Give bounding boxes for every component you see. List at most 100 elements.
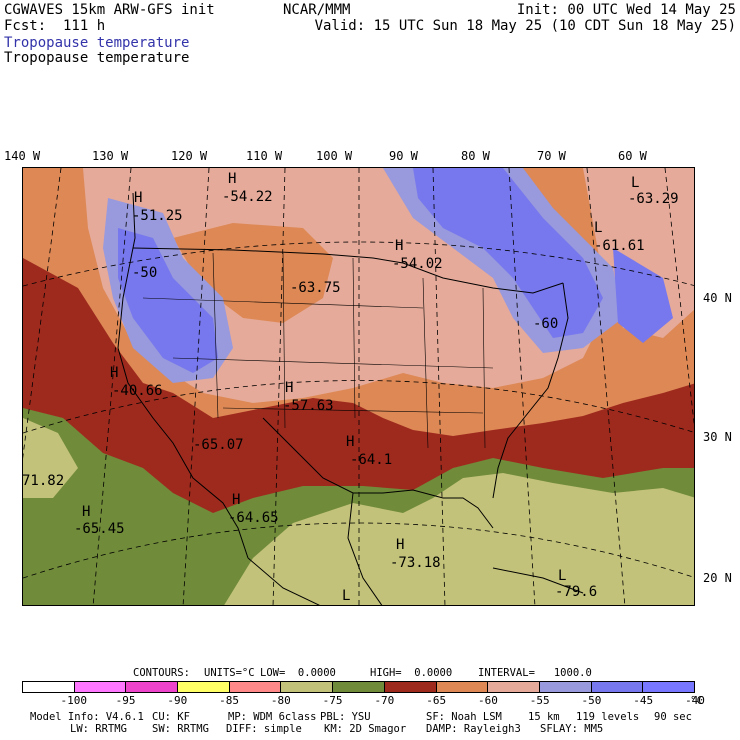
mexico-east-coast [347, 492, 383, 605]
field-band-blue-west [118, 228, 218, 373]
footer-km: KM: 2D Smagor [324, 723, 407, 735]
field-band-blue-east [413, 168, 603, 338]
colorbar-tick-label: -90 [167, 694, 188, 707]
field-band-khaki [224, 473, 694, 605]
center-marker: H [134, 190, 143, 206]
center-value: -73.18 [390, 555, 441, 571]
colorbar-tick-label: -60 [477, 694, 498, 707]
colorbar-swatch [126, 682, 179, 692]
colorbar-swatch [488, 682, 540, 692]
contours-high: HIGH= 0.0000 [370, 667, 453, 679]
colorbar-swatch [178, 682, 230, 692]
west-coast [117, 192, 249, 559]
organization: NCAR/MMM [283, 2, 351, 18]
colorbar-tick-label: -95 [115, 694, 136, 707]
center-marker: L [594, 220, 603, 236]
field-band-blue-ne [613, 248, 673, 343]
contours-interval: INTERVAL= 1000.0 [478, 667, 592, 679]
lon-label: 110 W [246, 149, 283, 163]
model-title: CGWAVES 15km ARW-GFS init [4, 2, 215, 18]
colorbar-unit: °C [690, 694, 704, 707]
center-value: -64.65 [228, 510, 279, 526]
center-marker: H [396, 537, 405, 553]
footer-diff: DIFF: simple [226, 723, 302, 735]
init-time: Init: 00 UTC Wed 14 May 25 [516, 2, 736, 18]
lon-label: 100 W [316, 149, 353, 163]
colorbar-tick-label: -55 [529, 694, 550, 707]
colorbar-tick-label: -100 [60, 694, 88, 707]
footer-sf: SF: Noah LSM [426, 711, 502, 723]
gulf-coast [262, 417, 494, 529]
colorbar-swatch [384, 682, 437, 692]
map-field-svg [23, 168, 694, 605]
center-marker: L [558, 568, 567, 584]
graticule [23, 168, 694, 605]
colorbar-swatch [74, 682, 127, 692]
center-value: -63.75 [290, 280, 341, 296]
footer-pbl: PBL: YSU [320, 711, 371, 723]
colorbar-swatch [539, 682, 592, 692]
tropopause-temperature-map [22, 167, 695, 606]
colorbar-swatch [23, 682, 75, 692]
center-marker: L [631, 175, 640, 191]
center-value: -79.6 [555, 584, 598, 600]
valid-time: Valid: 15 UTC Sun 18 May 25 (10 CDT Sun … [314, 18, 736, 34]
colorbar-tick-label: -70 [374, 694, 395, 707]
footer-sw: SW: RRTMG [152, 723, 209, 735]
lon-label: 130 W [92, 149, 129, 163]
colorbar [22, 681, 695, 693]
center-marker: H [82, 504, 91, 520]
colorbar-tick-label: -80 [270, 694, 291, 707]
us-canada-border [132, 247, 564, 294]
colorbar-swatch [643, 682, 694, 692]
center-value: -57.63 [283, 398, 334, 414]
colorbar-swatch [436, 682, 489, 692]
contours-label: CONTOURS: [133, 667, 190, 679]
lat-label: 30 N [703, 430, 732, 444]
lon-label: 120 W [171, 149, 208, 163]
center-marker: H [232, 492, 241, 508]
colorbar-swatch [229, 682, 282, 692]
colorbar-tick-label: -65 [426, 694, 447, 707]
forecast-hour: Fcst: 111 h [4, 18, 106, 34]
colorbar-swatch [333, 682, 385, 692]
lon-label: 90 W [389, 149, 418, 163]
footer-resolution: 15 km [528, 711, 560, 723]
center-value: -61.61 [594, 238, 645, 254]
field-band-orange [173, 223, 333, 323]
colorbar-tick-label: -50 [581, 694, 602, 707]
cuba [492, 567, 584, 594]
colorbar-tick-label: -75 [322, 694, 343, 707]
lat-label: 40 N [703, 291, 732, 305]
footer-levels: 119 levels [576, 711, 640, 723]
contours-units: UNITS=°C [204, 667, 255, 679]
state-lines [142, 252, 494, 449]
field-title-primary: Tropopause temperature [4, 35, 190, 51]
lon-label: 80 W [461, 149, 490, 163]
footer-mp: MP: WDM 6class [228, 711, 317, 723]
boundaries [117, 192, 584, 605]
footer-lw: LW: RRTMG [70, 723, 127, 735]
center-marker: L [342, 588, 351, 604]
colorbar-swatch [591, 682, 644, 692]
center-value: -51.25 [132, 208, 183, 224]
center-value: -60 [533, 316, 559, 332]
lon-label: 70 W [537, 149, 566, 163]
center-marker: H [346, 434, 355, 450]
colorbar-tick-label: -40 [685, 694, 705, 707]
center-value: -54.22 [222, 189, 273, 205]
center-value: -50 [132, 265, 158, 281]
center-value: -63.29 [628, 191, 679, 207]
center-value: -65.45 [74, 521, 125, 537]
field-band-khaki-west [23, 418, 78, 498]
footer-timestep: 90 sec [654, 711, 692, 723]
center-value: -64.1 [350, 452, 393, 468]
field-title-secondary: Tropopause temperature [4, 50, 190, 66]
center-value: -65.07 [193, 437, 244, 453]
footer-sflay: SFLAY: MM5 [540, 723, 604, 735]
contours-low: LOW= 0.0000 [260, 667, 336, 679]
colorbar-swatch [281, 682, 334, 692]
center-marker: H [285, 380, 294, 396]
center-marker: H [228, 171, 237, 187]
center-marker: H [110, 365, 119, 381]
